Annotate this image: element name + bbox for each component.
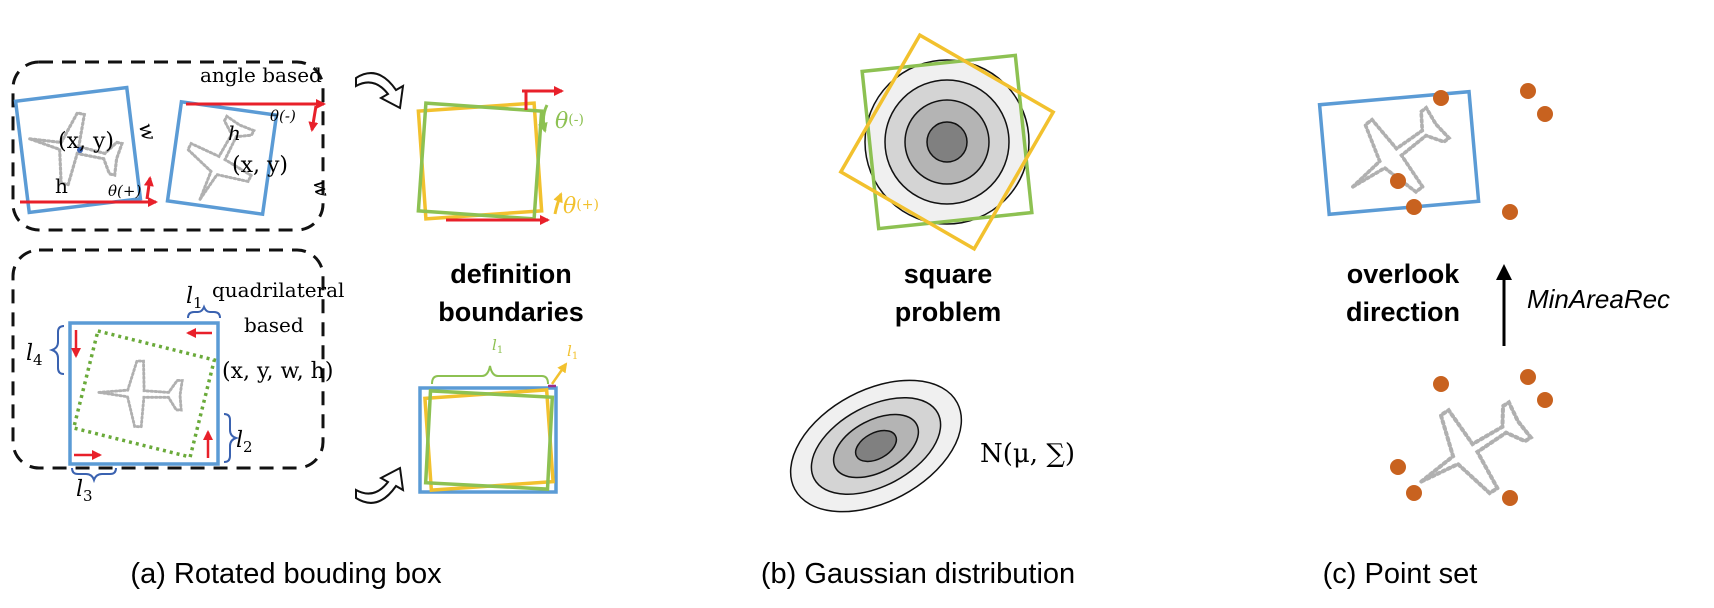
connector-arrow-bottom (355, 466, 405, 504)
panel-a: (x, y) w h θ(+) angle based θ(-) h (x, y… (11, 60, 599, 590)
point (1520, 369, 1536, 385)
problem-title: problem (895, 297, 1002, 327)
definition-title: definition (450, 259, 571, 289)
center-dot (77, 147, 83, 153)
boundary-angle-boxes (416, 86, 564, 225)
gaussian-label: N(μ, ∑) (980, 439, 1075, 469)
gaussian-ellipses (789, 379, 963, 513)
point (1433, 90, 1449, 106)
quadrilateral-label: quadrilateral (212, 278, 344, 302)
brace-l1 (187, 304, 221, 319)
overlook-title: overlook (1347, 259, 1461, 289)
angle-based-label: angle based (200, 63, 322, 87)
point (1433, 376, 1449, 392)
point (1520, 83, 1536, 99)
xywh-label: (x, y, w, h) (222, 359, 333, 384)
w-label-2: w (308, 178, 335, 199)
quadrilateral-frame (11, 248, 325, 470)
boundaries-title: boundaries (438, 297, 584, 327)
brace-l4 (48, 325, 65, 375)
boundary-quad-boxes (418, 362, 568, 494)
square-title: square (904, 259, 993, 289)
xy-label-1: (x, y) (58, 129, 114, 154)
quad-box (71, 328, 217, 460)
minarearec-label: MinAreaRec (1527, 284, 1670, 314)
point (1406, 199, 1422, 215)
brace-l3 (71, 467, 117, 484)
panel-b: square problem N(μ, ∑) (b) Gaussian dist… (761, 32, 1075, 590)
l1-yellow-label: l1 (567, 342, 578, 362)
panel-c: overlook direction MinAreaRec (c) Point … (1317, 83, 1670, 590)
theta-arrow-1 (143, 176, 154, 200)
point (1502, 204, 1518, 220)
rotated-box-1 (13, 85, 143, 215)
brace-l2 (223, 413, 240, 463)
theta-neg-green-label: θ(-) (555, 109, 584, 134)
theta-arrow-2 (308, 105, 319, 132)
point (1537, 392, 1553, 408)
based-label: based (244, 313, 304, 337)
l1-green-label: l1 (492, 336, 503, 356)
angle-based-frame (11, 60, 325, 232)
h-label-1: h (55, 174, 68, 198)
point-set-top (1390, 83, 1553, 220)
direction-title: direction (1346, 297, 1460, 327)
l2-label: l2 (236, 428, 253, 456)
caption-c: (c) Point set (1323, 558, 1478, 590)
l4-label: l4 (26, 341, 43, 369)
xy-label-2: (x, y) (232, 153, 288, 178)
gaussian-circles (864, 59, 1030, 225)
theta-plus-label: θ(+) (108, 182, 141, 200)
outer-hbb (68, 321, 220, 466)
caption-a: (a) Rotated bouding box (130, 558, 442, 590)
l1-label: l1 (186, 284, 203, 312)
point-set-plane (1397, 381, 1544, 521)
point-set-bottom (1390, 369, 1553, 506)
rotated-box-2 (165, 99, 279, 217)
point (1406, 485, 1422, 501)
point (1537, 106, 1553, 122)
green-square (860, 53, 1034, 231)
h-label-2: h (228, 121, 241, 145)
point (1390, 459, 1406, 475)
min-area-rect (1317, 87, 1481, 223)
caption-b: (b) Gaussian distribution (761, 558, 1075, 590)
theta-minus-label: θ(-) (270, 107, 296, 125)
point (1390, 173, 1406, 189)
connector-arrow-top (355, 72, 405, 110)
theta-pos-yellow-label: θ(+) (563, 194, 599, 219)
w-label-1: w (134, 120, 162, 143)
point (1502, 490, 1518, 506)
yellow-square (838, 32, 1056, 252)
l3-label: l3 (76, 477, 93, 505)
